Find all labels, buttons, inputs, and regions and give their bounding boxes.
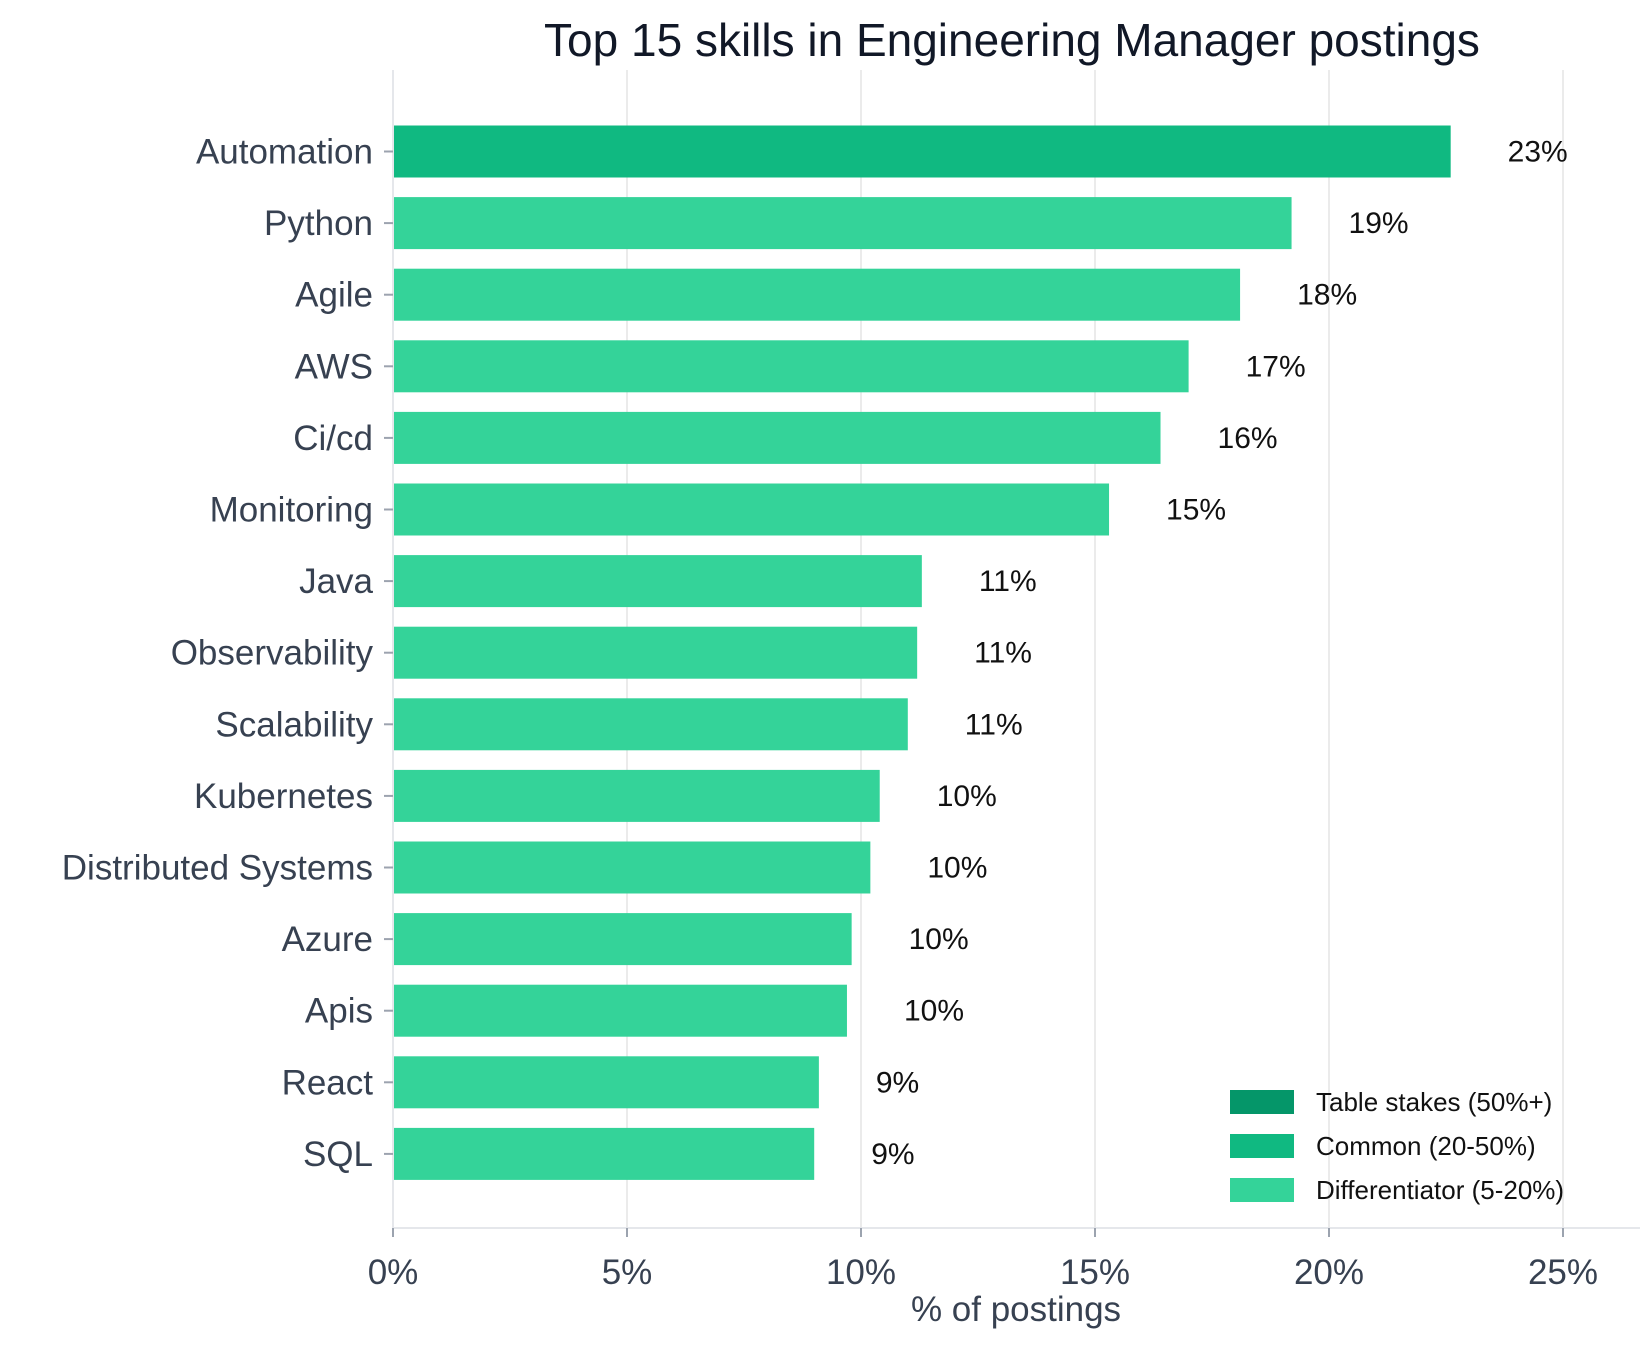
- bars: [393, 125, 1451, 1180]
- y-tick-label: Agile: [295, 276, 373, 315]
- x-tick-label: 0%: [368, 1253, 419, 1292]
- y-axis: Automation Python Agile AWS Ci/cd Monitoring J…: [62, 70, 394, 1228]
- data-label: 9%: [871, 1138, 914, 1171]
- bar: [393, 197, 1292, 250]
- data-label: 11%: [979, 565, 1037, 598]
- data-label: 16%: [1218, 422, 1278, 455]
- bar: [393, 555, 922, 608]
- bar: [393, 483, 1110, 536]
- bar: [393, 1127, 815, 1180]
- legend: Table stakes (50%+) Common (20-50%) Differ…: [1230, 1087, 1564, 1205]
- bar: [393, 1056, 819, 1109]
- bar: [393, 125, 1451, 178]
- data-labels: 23% 19% 18% 17% 16% 15% 11% 11% 11% 10% 10% 10% 10% 9…: [871, 136, 1568, 1171]
- y-tick-label: Observability: [171, 634, 374, 673]
- x-tick-label: 10%: [826, 1253, 896, 1292]
- y-tick-label: React: [282, 1063, 374, 1102]
- legend-label: Differentiator (5-20%): [1316, 1175, 1564, 1205]
- x-axis: 0% 5% 10% 15% 20% 25%: [368, 1227, 1640, 1292]
- x-axis-label: % of postings: [911, 1290, 1121, 1329]
- y-tick-label: Ci/cd: [293, 419, 373, 458]
- x-tick-label: 20%: [1294, 1253, 1364, 1292]
- data-label: 10%: [904, 995, 964, 1028]
- y-tick-label: SQL: [303, 1135, 373, 1174]
- x-tick-label: 25%: [1528, 1253, 1598, 1292]
- y-tick-label: Azure: [282, 920, 373, 959]
- bar: [393, 268, 1241, 321]
- data-label: 9%: [876, 1066, 919, 1099]
- data-label: 11%: [974, 637, 1032, 670]
- y-tick-label: Monitoring: [210, 491, 373, 530]
- bar: [393, 411, 1161, 464]
- data-label: 10%: [909, 923, 969, 956]
- y-tick-label: AWS: [295, 347, 373, 386]
- chart-title: Top 15 skills in Engineering Manager pos…: [544, 14, 1480, 66]
- y-tick-label: Python: [264, 204, 373, 243]
- legend-swatch: [1230, 1090, 1294, 1114]
- legend-swatch: [1230, 1178, 1294, 1202]
- bar: [393, 913, 852, 966]
- data-label: 10%: [927, 852, 987, 885]
- data-label: 18%: [1297, 279, 1357, 312]
- bar: [393, 626, 918, 679]
- y-tick-label: Apis: [305, 992, 373, 1031]
- bar: [393, 698, 908, 751]
- bar: [393, 841, 871, 894]
- legend-swatch: [1230, 1134, 1294, 1158]
- y-tick-label: Scalability: [215, 705, 373, 744]
- y-tick-label: Kubernetes: [194, 777, 373, 816]
- y-tick-label: Automation: [196, 133, 373, 172]
- bar: [393, 769, 880, 822]
- bar: [393, 340, 1189, 393]
- legend-label: Common (20-50%): [1316, 1131, 1536, 1161]
- data-label: 15%: [1166, 494, 1226, 527]
- data-label: 11%: [965, 708, 1023, 741]
- x-tick-label: 15%: [1060, 1253, 1130, 1292]
- data-label: 17%: [1246, 350, 1306, 383]
- y-tick-label: Distributed Systems: [62, 849, 373, 888]
- data-label: 19%: [1349, 207, 1409, 240]
- data-label: 10%: [937, 780, 997, 813]
- y-tick-label: Java: [299, 562, 373, 601]
- legend-label: Table stakes (50%+): [1316, 1087, 1552, 1117]
- x-tick-label: 5%: [602, 1253, 653, 1292]
- data-label: 23%: [1508, 136, 1568, 169]
- bar: [393, 984, 847, 1037]
